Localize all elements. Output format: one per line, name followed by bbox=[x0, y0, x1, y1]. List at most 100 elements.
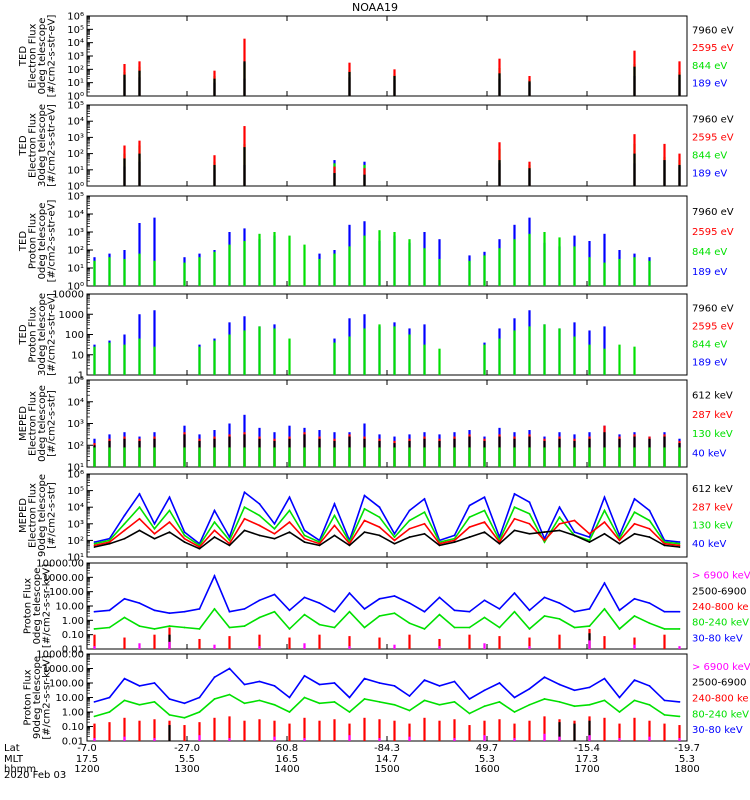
data-point bbox=[468, 698, 471, 700]
series-40-kev bbox=[93, 490, 681, 545]
y-axis-label-line: [#/cm2-s-str] bbox=[46, 390, 57, 457]
y-axis-label-line: 90deg telescope bbox=[32, 656, 43, 739]
y-tick-label: 1 bbox=[78, 371, 84, 382]
data-point bbox=[528, 687, 531, 690]
data-point bbox=[648, 527, 651, 530]
data-point bbox=[378, 516, 381, 519]
y-tick-label: 10⁴ bbox=[67, 503, 84, 514]
data-point bbox=[408, 695, 411, 697]
data-point bbox=[348, 544, 351, 547]
legend-entry: 2595 eV bbox=[692, 227, 734, 238]
data-point bbox=[198, 547, 201, 550]
data-point bbox=[213, 676, 216, 679]
data-point bbox=[603, 521, 606, 524]
data-point bbox=[378, 534, 381, 537]
series--6900-kev bbox=[93, 733, 681, 741]
data-point bbox=[663, 610, 666, 613]
y-tick-label: 10³ bbox=[67, 228, 84, 239]
data-point bbox=[423, 679, 426, 681]
y-tick-label: 10000 bbox=[52, 290, 84, 301]
data-point bbox=[678, 700, 681, 703]
data-point bbox=[423, 498, 426, 500]
data-point bbox=[243, 702, 246, 705]
legend-entry: 2595 eV bbox=[692, 322, 734, 333]
data-point bbox=[573, 705, 576, 708]
data-point bbox=[333, 502, 336, 505]
y-tick-label: 0.10 bbox=[62, 630, 84, 641]
y-tick-label: 10² bbox=[67, 65, 84, 76]
data-point bbox=[393, 532, 396, 535]
data-point bbox=[213, 698, 216, 700]
series-group bbox=[93, 310, 636, 375]
y-tick-label: 10⁵ bbox=[67, 192, 84, 203]
data-point bbox=[363, 607, 366, 610]
data-point bbox=[408, 509, 411, 512]
data-point bbox=[108, 711, 111, 713]
legend-entry: 2595 eV bbox=[692, 43, 734, 54]
series-80-240-kev bbox=[93, 607, 681, 631]
y-tick-label: 10⁰ bbox=[67, 282, 84, 293]
data-point bbox=[123, 514, 126, 517]
data-point bbox=[678, 715, 681, 718]
y-tick-label: 10² bbox=[67, 441, 84, 452]
data-point bbox=[258, 534, 261, 537]
series-130-kev bbox=[93, 447, 681, 467]
y-tick-label: 1.00 bbox=[62, 616, 84, 627]
axis-row-value: -27.0 bbox=[174, 743, 200, 754]
series-2595-ev bbox=[123, 38, 681, 96]
data-point bbox=[423, 628, 426, 630]
data-point bbox=[453, 539, 456, 542]
data-point bbox=[333, 626, 336, 629]
y-axis-label-line: Proton Flux bbox=[23, 578, 34, 634]
y-axis-label-line: 90deg telescope bbox=[37, 474, 48, 557]
data-point bbox=[453, 626, 456, 629]
series-line bbox=[94, 529, 680, 550]
data-point bbox=[378, 506, 381, 509]
y-axis-label-line: [#/cm2-s-sr-keV] bbox=[42, 564, 53, 648]
y-axis-label-line: TED bbox=[18, 46, 29, 67]
data-point bbox=[573, 626, 576, 629]
data-point bbox=[363, 531, 366, 533]
data-point bbox=[618, 542, 621, 545]
data-point bbox=[93, 700, 96, 703]
axis-row-value: 14.7 bbox=[376, 754, 398, 765]
data-point bbox=[288, 696, 291, 699]
data-point bbox=[603, 582, 606, 584]
y-tick-label: 10⁵ bbox=[67, 101, 84, 112]
series-line bbox=[94, 490, 680, 545]
data-point bbox=[273, 527, 276, 530]
data-point bbox=[198, 696, 201, 699]
data-point bbox=[633, 522, 636, 525]
legend-entry: > 6900 keV bbox=[692, 571, 750, 582]
data-point bbox=[528, 703, 531, 706]
panel-8: 0.01 0.10 1.00 10.00 100.00 1000.00 10000.00Pr… bbox=[23, 650, 750, 748]
series-30-80-kev bbox=[93, 667, 681, 705]
data-point bbox=[213, 509, 216, 512]
data-point bbox=[483, 616, 486, 619]
data-point bbox=[183, 534, 186, 537]
y-tick-label: 10² bbox=[67, 246, 84, 257]
legend-entry: 2595 eV bbox=[692, 133, 734, 144]
data-point bbox=[363, 507, 366, 510]
axis-row-name: hhmm bbox=[4, 764, 36, 775]
axis-row-value: 1800 bbox=[674, 764, 699, 775]
data-point bbox=[678, 546, 681, 548]
axis-row-value: 5.5 bbox=[179, 754, 195, 765]
y-tick-label: 1000.00 bbox=[43, 573, 84, 584]
y-tick-label: 1.00 bbox=[62, 708, 84, 719]
series-7960-ev bbox=[123, 147, 681, 186]
y-tick-label: 10⁶ bbox=[67, 470, 84, 481]
data-point bbox=[498, 700, 501, 703]
data-point bbox=[378, 700, 381, 703]
axis-row-value: 1700 bbox=[574, 764, 599, 775]
data-point bbox=[423, 532, 426, 535]
series-844-ev bbox=[93, 324, 636, 375]
data-point bbox=[93, 541, 96, 543]
data-point bbox=[243, 491, 246, 494]
data-point bbox=[408, 709, 411, 712]
data-point bbox=[303, 534, 306, 537]
data-point bbox=[678, 610, 681, 613]
data-point bbox=[93, 715, 96, 718]
legend-entry: 189 eV bbox=[692, 79, 727, 90]
data-point bbox=[453, 609, 456, 612]
